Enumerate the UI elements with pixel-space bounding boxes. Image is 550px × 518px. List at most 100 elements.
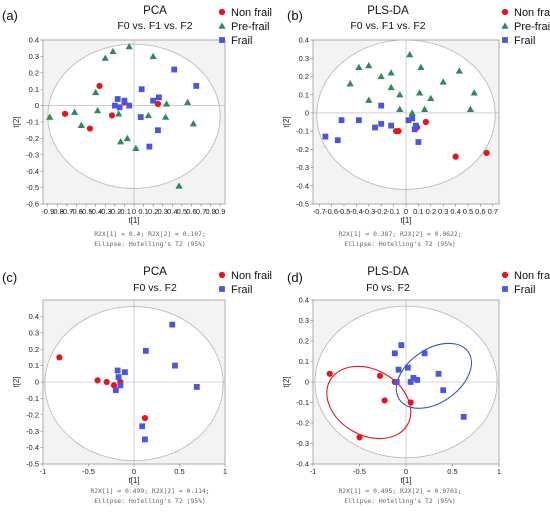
data-point bbox=[391, 350, 398, 357]
x-tick-label: -0.4 bbox=[89, 207, 102, 216]
x-axis-label: t[1] bbox=[400, 216, 411, 225]
x-tick-label: 0.4 bbox=[167, 207, 177, 216]
data-point bbox=[110, 382, 118, 389]
y-tick-label: 0.3 bbox=[29, 328, 39, 337]
data-point bbox=[407, 379, 414, 385]
y-tick-label: 0.4 bbox=[29, 36, 39, 45]
footer-r2x: R2X[1] = 0.387; R2X[2] = 0.0622; bbox=[338, 230, 461, 238]
data-point bbox=[414, 377, 421, 383]
footer-ellipse-note: Ellipse: Hotelling's T2 (95%) bbox=[94, 240, 206, 248]
footer-ellipse-note: Ellipse: Hotelling's T2 (95%) bbox=[94, 497, 206, 505]
legend-label: Frail bbox=[514, 284, 535, 296]
legend-label: Non frail bbox=[231, 270, 272, 282]
data-point bbox=[123, 134, 131, 142]
y-tick-label: -0.4 bbox=[296, 181, 309, 190]
data-point bbox=[356, 434, 363, 441]
y-tick-label: 0.3 bbox=[29, 52, 39, 61]
data-point bbox=[422, 118, 429, 126]
chart-title: PLS-DA bbox=[367, 266, 409, 278]
x-tick-label: -0.2 bbox=[375, 207, 388, 216]
x-tick-label: -0.5 bbox=[80, 207, 93, 216]
x-tick-label: -0.5 bbox=[353, 467, 366, 476]
y-tick-label: -0.2 bbox=[26, 410, 39, 419]
x-tick-label: 0.3 bbox=[438, 207, 448, 216]
legend-label: Non frail bbox=[514, 7, 550, 19]
data-point bbox=[172, 362, 178, 369]
chart-title: PCA bbox=[143, 5, 167, 17]
data-point bbox=[378, 120, 385, 127]
data-point bbox=[71, 108, 79, 115]
data-point bbox=[416, 89, 424, 96]
y-tick-label: -0.2 bbox=[296, 145, 309, 154]
x-tick-label: 0.3 bbox=[158, 207, 168, 216]
legend-label: Pre-frail bbox=[231, 21, 270, 33]
y-tick-label: -0.5 bbox=[26, 183, 39, 192]
data-point bbox=[387, 83, 395, 91]
data-point bbox=[114, 367, 121, 374]
data-point bbox=[114, 96, 121, 102]
data-point bbox=[193, 384, 200, 390]
y-tick-label: -0.1 bbox=[296, 127, 309, 136]
legend-label: Pre-frail bbox=[514, 21, 550, 33]
x-tick-label: -0.6 bbox=[70, 207, 83, 216]
y-tick-label: -0.3 bbox=[296, 163, 309, 172]
y-axis-label: t[2] bbox=[12, 376, 21, 387]
data-point bbox=[184, 98, 192, 106]
x-tick-label: 0.6 bbox=[186, 207, 196, 216]
x-tick-label: 0.8 bbox=[205, 207, 215, 216]
y-tick-label: 0.1 bbox=[299, 357, 309, 366]
y-tick-label: 0.1 bbox=[29, 85, 39, 94]
data-point bbox=[322, 133, 329, 140]
x-tick-label: 0.9 bbox=[215, 207, 225, 216]
data-point bbox=[193, 83, 200, 89]
x-tick-label: 0.6 bbox=[475, 207, 485, 216]
y-tick-label: 0.2 bbox=[299, 337, 309, 346]
y-tick-label: -0.1 bbox=[26, 118, 39, 127]
y-tick-label: 0.3 bbox=[299, 54, 309, 63]
legend-marker bbox=[501, 22, 509, 29]
y-tick-label: 0.4 bbox=[299, 296, 309, 305]
x-tick-label: -0.5 bbox=[82, 467, 95, 476]
x-tick-label: -0.1 bbox=[387, 207, 400, 216]
data-point bbox=[46, 113, 54, 120]
y-tick-label: -0.4 bbox=[26, 443, 39, 452]
x-tick-label: 0 bbox=[404, 207, 408, 216]
data-point bbox=[56, 354, 63, 361]
data-point bbox=[122, 369, 128, 376]
x-tick-label: 0.1 bbox=[138, 207, 148, 216]
x-tick-label: 0 bbox=[404, 467, 408, 476]
data-point bbox=[398, 342, 405, 348]
x-tick-label: 1 bbox=[223, 467, 227, 476]
x-axis-label: t[1] bbox=[128, 216, 139, 225]
x-tick-label: 0.4 bbox=[450, 207, 460, 216]
data-point bbox=[175, 182, 183, 189]
data-point bbox=[407, 399, 414, 406]
group-ellipse bbox=[326, 365, 412, 440]
data-point bbox=[117, 382, 124, 389]
y-axis-label: t[2] bbox=[12, 116, 21, 127]
data-point bbox=[404, 364, 411, 371]
chart-title: PCA bbox=[143, 266, 167, 278]
footer-ellipse-note: Ellipse: Hotelling's T2 (95%) bbox=[344, 240, 456, 248]
x-tick-label: -0.3 bbox=[362, 207, 375, 216]
x-tick-label: -1 bbox=[40, 467, 47, 476]
y-tick-label: 0.3 bbox=[299, 316, 309, 325]
data-point bbox=[470, 89, 478, 96]
legend: Non frail Pre-frail Frail bbox=[501, 7, 550, 47]
data-point bbox=[409, 115, 416, 122]
data-point bbox=[452, 153, 459, 160]
x-tick-label: 0.5 bbox=[174, 467, 184, 476]
data-point bbox=[126, 102, 133, 109]
y-tick-label: -0.4 bbox=[26, 167, 39, 176]
x-tick-label: 0.5 bbox=[447, 467, 457, 476]
data-point bbox=[111, 102, 118, 109]
x-tick-label: -1 bbox=[310, 467, 317, 476]
x-tick-label: 0 bbox=[132, 467, 136, 476]
x-tick-label: 0.2 bbox=[148, 207, 158, 216]
x-axis-label: t[1] bbox=[128, 476, 139, 485]
data-point bbox=[146, 143, 153, 150]
x-axis-label: t[1] bbox=[400, 476, 411, 485]
data-point bbox=[162, 113, 170, 120]
data-point bbox=[396, 105, 404, 112]
